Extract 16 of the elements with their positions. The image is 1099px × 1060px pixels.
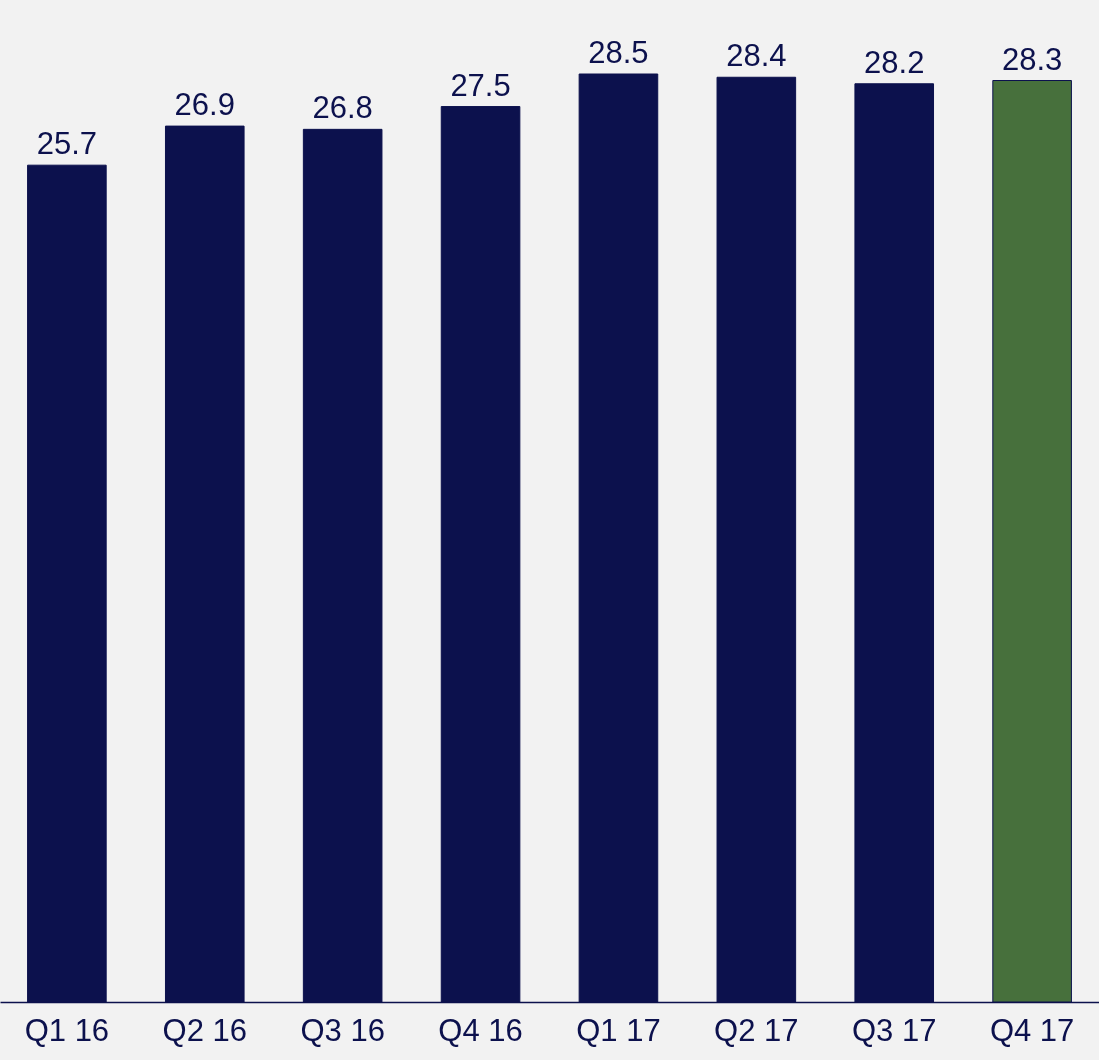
- x-tick-label: Q2 17: [714, 1012, 799, 1048]
- x-tick-label: Q2 16: [162, 1012, 247, 1048]
- data-label: 26.9: [174, 87, 235, 123]
- data-label: 28.2: [864, 44, 925, 80]
- x-tick-label: Q1 17: [576, 1012, 661, 1048]
- x-tick-label: Q4 16: [438, 1012, 523, 1048]
- data-label: 27.5: [450, 67, 511, 103]
- x-tick-label: Q3 16: [300, 1012, 385, 1048]
- data-label: 28.4: [726, 38, 787, 74]
- data-label: 28.5: [588, 35, 649, 70]
- data-label: 28.3: [1001, 41, 1063, 77]
- data-label: 26.8: [312, 90, 373, 126]
- x-tick-label: Q1 16: [24, 1012, 110, 1048]
- data-label: 25.7: [36, 126, 98, 162]
- x-tick-label: Q3 17: [852, 1012, 937, 1048]
- x-tick-label: Q4 17: [989, 1012, 1075, 1048]
